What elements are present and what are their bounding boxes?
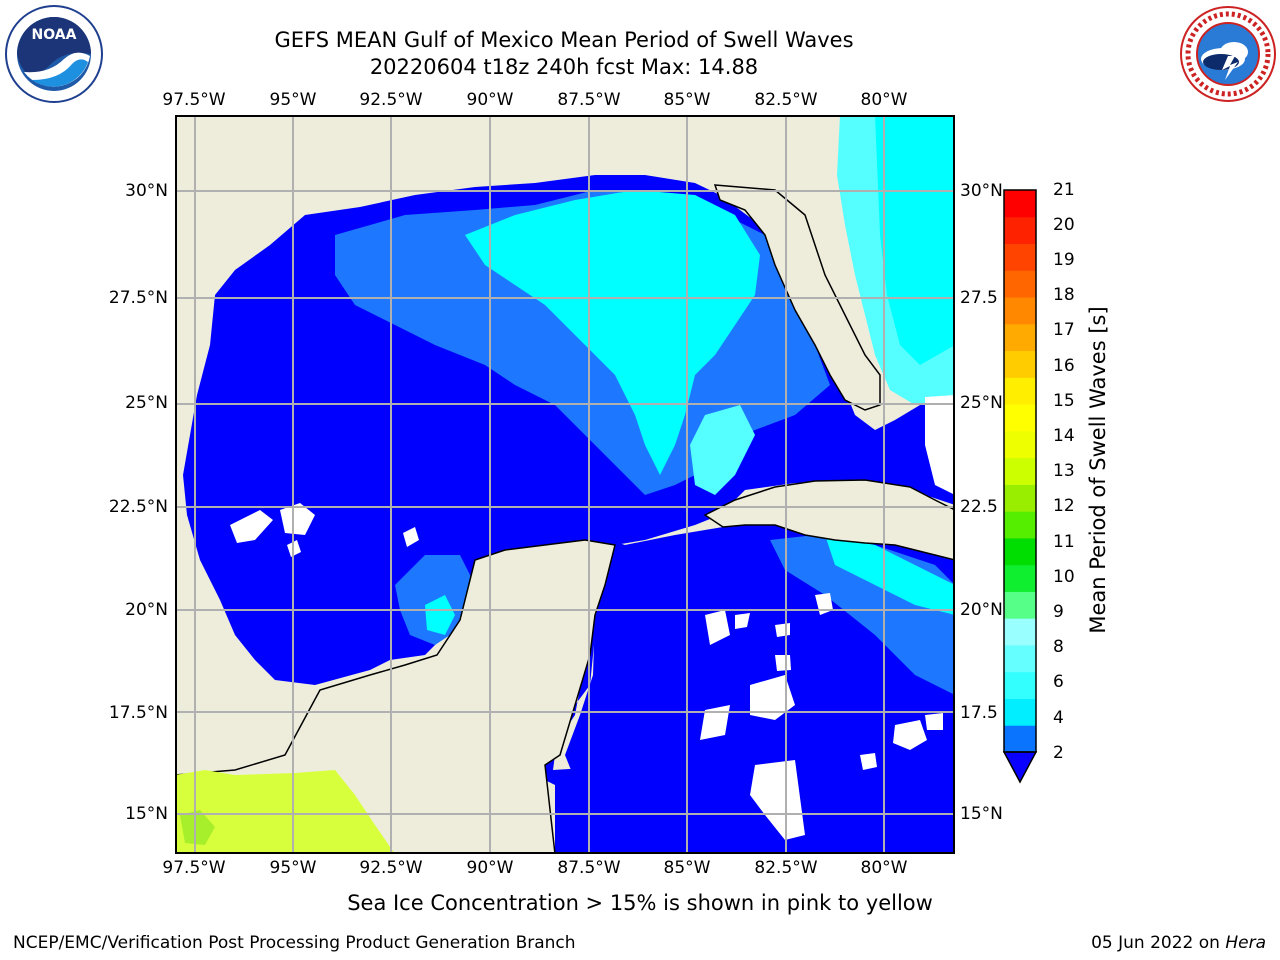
colorbar-segment bbox=[1004, 297, 1036, 325]
colorbar-segment bbox=[1004, 564, 1036, 592]
colorbar-segment bbox=[1004, 484, 1036, 512]
lon-tick-label: 95°W bbox=[269, 90, 317, 110]
colorbar-tick-label: 20 bbox=[1053, 215, 1075, 235]
footer-credit: NCEP/EMC/Verification Post Processing Pr… bbox=[13, 933, 576, 953]
colorbar bbox=[1002, 189, 1038, 784]
colorbar-tick-label: 12 bbox=[1053, 496, 1075, 516]
lat-tick-label: 22.5 bbox=[960, 497, 998, 517]
lon-tick-label: 85°W bbox=[663, 90, 711, 110]
colorbar-tick-label: 16 bbox=[1053, 356, 1075, 376]
lon-tick-label: 95°W bbox=[269, 858, 317, 878]
colorbar-segment bbox=[1004, 618, 1036, 646]
lon-tick-label: 97.5°W bbox=[162, 858, 226, 878]
noaa-logo-icon: NOAA bbox=[5, 5, 103, 103]
lat-tick-label: 25°N bbox=[125, 393, 168, 413]
colorbar-tick-label: 6 bbox=[1053, 672, 1064, 692]
lat-tick-label: 27.5 bbox=[960, 288, 998, 308]
lat-tick-label: 27.5°N bbox=[108, 288, 168, 308]
colorbar-segment bbox=[1004, 190, 1036, 218]
lon-tick-label: 90°W bbox=[466, 858, 514, 878]
lon-tick-label: 92.5°W bbox=[359, 90, 423, 110]
lon-tick-label: 87.5°W bbox=[557, 90, 621, 110]
lat-tick-label: 15°N bbox=[125, 804, 168, 824]
sea-ice-region bbox=[175, 770, 395, 854]
map-panel bbox=[175, 115, 955, 854]
colorbar-tick-label: 9 bbox=[1053, 602, 1064, 622]
footer-date: 05 Jun 2022 on Hera bbox=[1091, 933, 1266, 953]
lon-tick-label: 80°W bbox=[860, 858, 908, 878]
svg-text:NOAA: NOAA bbox=[32, 27, 77, 43]
lat-tick-label: 30°N bbox=[960, 181, 1003, 201]
colorbar-segment bbox=[1004, 216, 1036, 245]
colorbar-segment bbox=[1004, 457, 1036, 485]
colorbar-tick-label: 18 bbox=[1053, 285, 1075, 305]
sea-ice-note: Sea Ice Concentration > 15% is shown in … bbox=[347, 891, 933, 915]
map-gridlines bbox=[175, 115, 955, 854]
footer-host: Hera bbox=[1225, 933, 1266, 953]
lat-tick-label: 20°N bbox=[125, 600, 168, 620]
lat-tick-label: 22.5°N bbox=[108, 497, 168, 517]
lon-tick-label: 90°W bbox=[466, 90, 514, 110]
colorbar-tick-label: 8 bbox=[1053, 637, 1064, 657]
lat-tick-label: 20°N bbox=[960, 600, 1003, 620]
nws-logo-icon bbox=[1180, 6, 1276, 102]
map-frame bbox=[175, 115, 955, 854]
lat-tick-label: 17.5 bbox=[960, 703, 998, 723]
title-line1: GEFS MEAN Gulf of Mexico Mean Period of … bbox=[274, 28, 854, 52]
colorbar-segment bbox=[1004, 537, 1036, 566]
colorbar-tick-label: 11 bbox=[1053, 532, 1075, 552]
cuba-landmass bbox=[703, 479, 955, 561]
colorbar-segment bbox=[1004, 644, 1036, 673]
lon-tick-label: 92.5°W bbox=[359, 858, 423, 878]
lat-tick-label: 25°N bbox=[960, 393, 1003, 413]
lat-tick-label: 15°N bbox=[960, 804, 1003, 824]
colorbar-tick-label: 17 bbox=[1053, 320, 1075, 340]
colorbar-tick-label: 14 bbox=[1053, 426, 1075, 446]
colorbar-tick-label: 15 bbox=[1053, 391, 1075, 411]
lon-tick-label: 80°W bbox=[860, 90, 908, 110]
colorbar-segment bbox=[1004, 270, 1036, 298]
colorbar-tick-label: 4 bbox=[1053, 708, 1064, 728]
colorbar-tick-label: 10 bbox=[1053, 567, 1075, 587]
lon-tick-label: 82.5°W bbox=[754, 90, 818, 110]
colorbar-tick-label: 19 bbox=[1053, 250, 1075, 270]
lat-tick-label: 17.5°N bbox=[108, 703, 168, 723]
colorbar-segment bbox=[1004, 404, 1036, 432]
colorbar-segment bbox=[1004, 323, 1036, 352]
lon-tick-label: 85°W bbox=[663, 858, 711, 878]
colorbar-segment bbox=[1004, 671, 1036, 699]
lon-tick-label: 97.5°W bbox=[162, 90, 226, 110]
title-line2: 20220604 t18z 240h fcst Max: 14.88 bbox=[369, 55, 759, 79]
colorbar-tick-label: 13 bbox=[1053, 461, 1075, 481]
colorbar-tick-label: 21 bbox=[1053, 180, 1075, 200]
colorbar-segment bbox=[1004, 511, 1036, 539]
colorbar-segment bbox=[1004, 698, 1036, 726]
lon-tick-label: 87.5°W bbox=[557, 858, 621, 878]
colorbar-segment bbox=[1004, 377, 1036, 405]
colorbar-tick-label: 2 bbox=[1053, 743, 1064, 763]
colorbar-segment bbox=[1004, 243, 1036, 271]
lat-tick-label: 30°N bbox=[125, 181, 168, 201]
colorbar-segment bbox=[1004, 591, 1036, 619]
colorbar-segment bbox=[1004, 350, 1036, 378]
colorbar-segment bbox=[1004, 430, 1036, 459]
colorbar-segment bbox=[1004, 725, 1036, 753]
lon-tick-label: 82.5°W bbox=[754, 858, 818, 878]
